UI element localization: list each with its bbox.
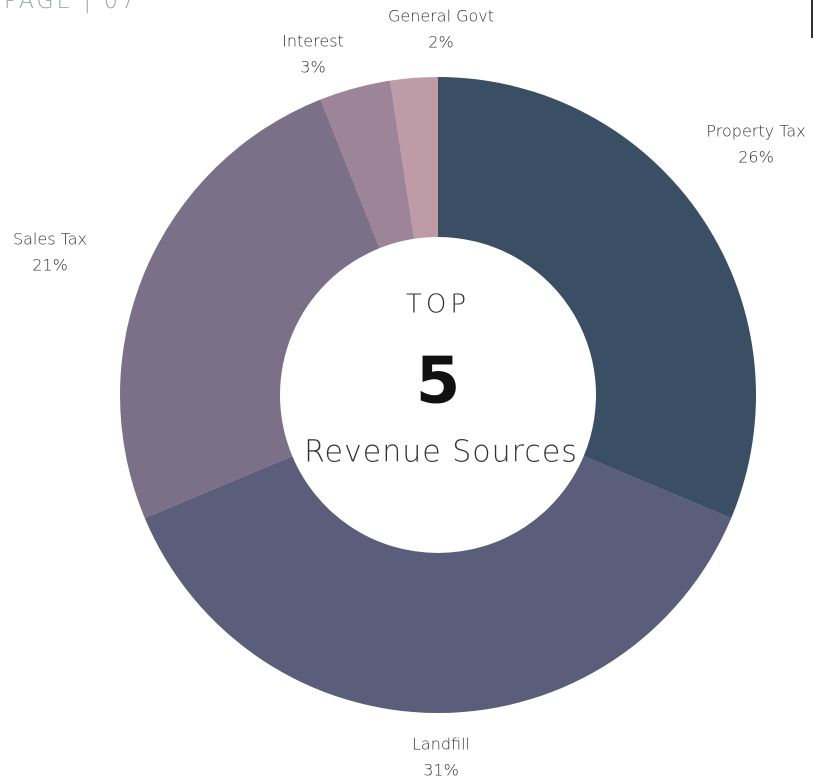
slice-value: 26% bbox=[738, 148, 774, 167]
slice bbox=[120, 99, 380, 519]
slice-name: Sales Tax bbox=[13, 230, 87, 249]
slice-name: Landfill bbox=[412, 735, 470, 754]
slice-value: 2% bbox=[428, 33, 453, 52]
donut bbox=[120, 77, 756, 713]
slice-value: 21% bbox=[32, 256, 68, 275]
page-label: PAGE | 07 bbox=[4, 0, 138, 14]
slice-name: Interest bbox=[282, 32, 344, 51]
slice-value: 31% bbox=[423, 761, 459, 780]
slice-value: 3% bbox=[300, 58, 325, 77]
slice bbox=[144, 456, 732, 713]
slice-name: General Govt bbox=[388, 7, 494, 26]
slice bbox=[390, 77, 438, 239]
center-top: TOP bbox=[406, 290, 470, 320]
center-bottom: Revenue Sources bbox=[304, 435, 578, 470]
slice bbox=[320, 80, 415, 249]
center-number: 5 bbox=[416, 345, 461, 419]
slice bbox=[438, 77, 756, 519]
slice-name: Property Tax bbox=[706, 122, 805, 141]
